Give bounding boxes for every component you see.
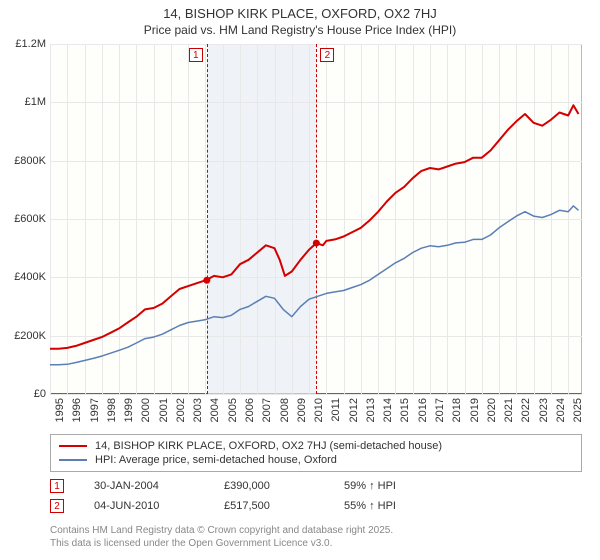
title-block: 14, BISHOP KIRK PLACE, OXFORD, OX2 7HJ P… bbox=[0, 0, 600, 37]
legend-swatch-hpi bbox=[59, 459, 87, 461]
plot-area: 12 £0£200K£400K£600K£800K£1M£1.2M 199519… bbox=[50, 44, 582, 394]
chart-container: 14, BISHOP KIRK PLACE, OXFORD, OX2 7HJ P… bbox=[0, 0, 600, 560]
transaction-price-2: £517,500 bbox=[224, 500, 314, 512]
transaction-pct-1: 59% ↑ HPI bbox=[344, 480, 396, 492]
legend-label-property: 14, BISHOP KIRK PLACE, OXFORD, OX2 7HJ (… bbox=[95, 440, 442, 452]
transaction-price-1: £390,000 bbox=[224, 480, 314, 492]
attribution-line1: Contains HM Land Registry data © Crown c… bbox=[50, 524, 393, 537]
attribution: Contains HM Land Registry data © Crown c… bbox=[50, 524, 393, 550]
title-main: 14, BISHOP KIRK PLACE, OXFORD, OX2 7HJ bbox=[0, 6, 600, 21]
transaction-row-1: 1 30-JAN-2004 £390,000 59% ↑ HPI bbox=[50, 476, 582, 496]
legend: 14, BISHOP KIRK PLACE, OXFORD, OX2 7HJ (… bbox=[50, 434, 582, 472]
transaction-badge-1: 1 bbox=[50, 479, 64, 493]
title-sub: Price paid vs. HM Land Registry's House … bbox=[0, 23, 600, 37]
chart-lines-svg bbox=[50, 44, 582, 394]
legend-item-hpi: HPI: Average price, semi-detached house,… bbox=[59, 453, 573, 467]
transaction-pct-2: 55% ↑ HPI bbox=[344, 500, 396, 512]
transaction-date-1: 30-JAN-2004 bbox=[94, 480, 194, 492]
legend-label-hpi: HPI: Average price, semi-detached house,… bbox=[95, 454, 337, 466]
attribution-line2: This data is licensed under the Open Gov… bbox=[50, 537, 393, 550]
transaction-row-2: 2 04-JUN-2010 £517,500 55% ↑ HPI bbox=[50, 496, 582, 516]
legend-swatch-property bbox=[59, 445, 87, 448]
transaction-badge-2: 2 bbox=[50, 499, 64, 513]
transactions-footer: 1 30-JAN-2004 £390,000 59% ↑ HPI 2 04-JU… bbox=[50, 476, 582, 516]
legend-item-property: 14, BISHOP KIRK PLACE, OXFORD, OX2 7HJ (… bbox=[59, 439, 573, 453]
transaction-date-2: 04-JUN-2010 bbox=[94, 500, 194, 512]
